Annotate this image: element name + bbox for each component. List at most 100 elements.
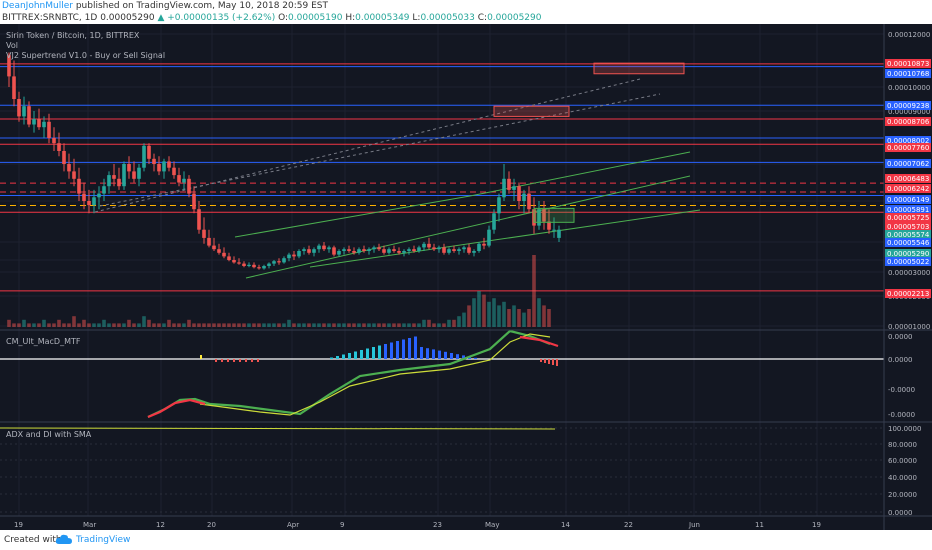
candle-body[interactable]: [192, 193, 196, 210]
trend-line[interactable]: [245, 175, 691, 279]
candle-body[interactable]: [72, 171, 76, 179]
candle-body[interactable]: [407, 249, 411, 251]
candle-body[interactable]: [187, 178, 191, 194]
tradingview-brand[interactable]: TradingView: [76, 535, 131, 545]
candle-body[interactable]: [142, 145, 146, 168]
candle-body[interactable]: [217, 249, 221, 253]
price-zone[interactable]: [493, 105, 570, 117]
trend-line[interactable]: [99, 93, 661, 207]
candle-body[interactable]: [57, 143, 61, 151]
candle-body[interactable]: [472, 251, 476, 253]
candle-body[interactable]: [67, 164, 71, 172]
candle-body[interactable]: [287, 254, 291, 259]
candle-body[interactable]: [132, 171, 136, 179]
candle-body[interactable]: [507, 178, 511, 190]
candle-body[interactable]: [22, 106, 26, 117]
candle-body[interactable]: [487, 229, 491, 246]
candle-body[interactable]: [32, 119, 36, 125]
candle-body[interactable]: [322, 245, 326, 250]
candle-body[interactable]: [262, 266, 266, 269]
candle-body[interactable]: [387, 249, 391, 253]
candle-body[interactable]: [542, 209, 546, 222]
candle-body[interactable]: [197, 209, 201, 230]
candle-body[interactable]: [252, 264, 256, 268]
candle-body[interactable]: [552, 229, 556, 231]
candle-body[interactable]: [437, 247, 441, 250]
candle-body[interactable]: [162, 161, 166, 172]
candle-body[interactable]: [152, 158, 156, 164]
candle-body[interactable]: [117, 178, 121, 187]
candle-body[interactable]: [522, 193, 526, 201]
candle-body[interactable]: [482, 243, 486, 246]
candle-body[interactable]: [237, 262, 241, 264]
candle-body[interactable]: [312, 249, 316, 253]
candle-body[interactable]: [292, 254, 296, 257]
candle-body[interactable]: [157, 164, 161, 172]
candle-body[interactable]: [527, 193, 531, 210]
candle-body[interactable]: [452, 249, 456, 251]
trend-line[interactable]: [234, 195, 471, 238]
candle-body[interactable]: [342, 249, 346, 251]
trend-line[interactable]: [469, 151, 691, 197]
candle-body[interactable]: [432, 247, 436, 250]
candle-body[interactable]: [122, 164, 126, 187]
candle-body[interactable]: [107, 175, 111, 187]
chart-canvas[interactable]: 0.0000 0.0000 -0.0000 -0.0000 100.0000 80.00…: [0, 24, 932, 530]
candle-body[interactable]: [42, 121, 46, 128]
candle-body[interactable]: [222, 252, 226, 257]
candle-body[interactable]: [127, 164, 131, 172]
candle-body[interactable]: [182, 178, 186, 183]
candle-body[interactable]: [272, 261, 276, 264]
candle-body[interactable]: [242, 263, 246, 266]
candle-body[interactable]: [377, 247, 381, 250]
candle-body[interactable]: [332, 247, 336, 255]
candle-body[interactable]: [347, 249, 351, 251]
candle-body[interactable]: [12, 76, 16, 99]
candle-body[interactable]: [537, 209, 541, 226]
candle-body[interactable]: [257, 267, 261, 269]
candle-body[interactable]: [447, 249, 451, 253]
candle-body[interactable]: [362, 249, 366, 251]
candle-body[interactable]: [282, 258, 286, 263]
candle-body[interactable]: [492, 213, 496, 230]
candle-body[interactable]: [62, 151, 66, 164]
candle-body[interactable]: [172, 167, 176, 176]
candle-body[interactable]: [17, 99, 21, 117]
candle-body[interactable]: [422, 243, 426, 248]
candle-body[interactable]: [202, 229, 206, 238]
candle-body[interactable]: [47, 121, 51, 138]
candle-body[interactable]: [227, 256, 231, 260]
candle-body[interactable]: [417, 247, 421, 251]
price-zone[interactable]: [593, 62, 685, 75]
candle-body[interactable]: [302, 249, 306, 251]
candle-body[interactable]: [147, 145, 151, 159]
candle-body[interactable]: [442, 247, 446, 253]
candle-body[interactable]: [297, 251, 301, 257]
candle-body[interactable]: [382, 249, 386, 253]
candle-body[interactable]: [102, 186, 106, 194]
candle-body[interactable]: [37, 119, 41, 128]
candle-body[interactable]: [212, 245, 216, 250]
candle-body[interactable]: [97, 193, 101, 198]
candle-body[interactable]: [52, 138, 56, 144]
candle-body[interactable]: [92, 197, 96, 206]
candle-body[interactable]: [207, 237, 211, 246]
candle-body[interactable]: [267, 263, 271, 266]
candle-body[interactable]: [167, 161, 171, 168]
candle-body[interactable]: [77, 178, 81, 194]
author-link[interactable]: DeanJohnMuller: [2, 1, 73, 11]
candle-body[interactable]: [137, 167, 141, 179]
candle-body[interactable]: [402, 251, 406, 253]
candle-body[interactable]: [372, 247, 376, 250]
candle-body[interactable]: [357, 249, 361, 253]
candle-body[interactable]: [87, 201, 91, 206]
candle-body[interactable]: [392, 249, 396, 251]
candle-body[interactable]: [82, 193, 86, 201]
candle-body[interactable]: [307, 249, 311, 253]
candle-body[interactable]: [467, 247, 471, 253]
price-zone[interactable]: [533, 207, 575, 223]
candle-body[interactable]: [112, 175, 116, 179]
candle-body[interactable]: [547, 221, 551, 230]
trend-line[interactable]: [309, 209, 701, 268]
candle-body[interactable]: [427, 243, 431, 248]
